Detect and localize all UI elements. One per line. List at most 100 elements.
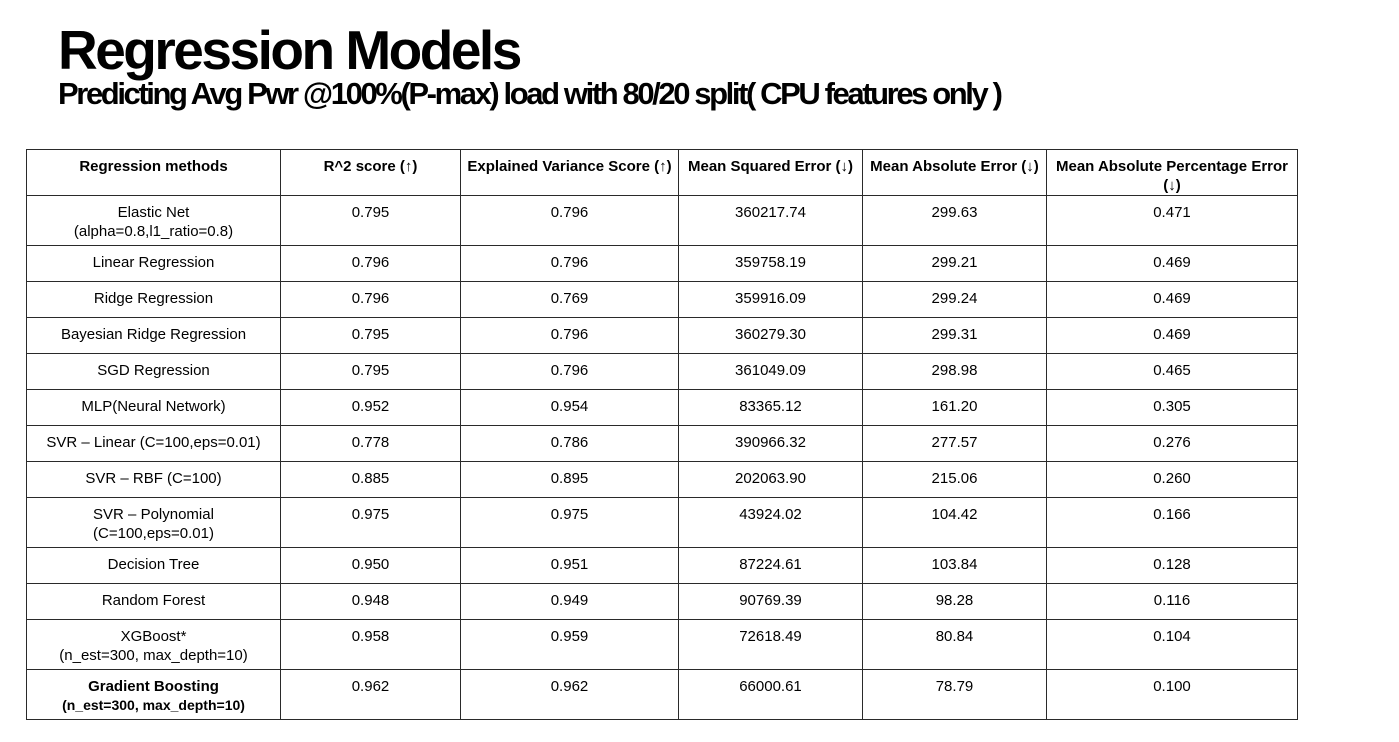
r2-cell: 0.950 xyxy=(280,547,461,584)
method-name: SVR – Polynomial xyxy=(93,506,214,523)
mae-cell: 298.98 xyxy=(862,353,1047,390)
mape-cell: 0.469 xyxy=(1046,245,1298,282)
header-mape: Mean Absolute Percentage Error (↓) xyxy=(1046,149,1298,196)
method-cell: MLP(Neural Network) xyxy=(26,389,281,426)
evs-cell: 0.769 xyxy=(460,281,679,318)
mape-cell: 0.305 xyxy=(1046,389,1298,426)
r2-cell: 0.778 xyxy=(280,425,461,462)
table-row: Linear Regression 0.796 0.796 359758.19 … xyxy=(26,245,1298,282)
table-row: Bayesian Ridge Regression 0.795 0.796 36… xyxy=(26,317,1298,354)
page-title: Regression Models xyxy=(58,19,522,81)
method-cell: Linear Regression xyxy=(26,245,281,282)
method-params: (C=100,eps=0.01) xyxy=(93,525,214,542)
mape-cell: 0.276 xyxy=(1046,425,1298,462)
method-name: Elastic Net xyxy=(117,204,190,221)
evs-cell: 0.962 xyxy=(460,669,679,720)
evs-cell: 0.796 xyxy=(460,353,679,390)
header-r2-score: R^2 score (↑) xyxy=(280,149,461,196)
evs-cell: 0.949 xyxy=(460,583,679,620)
header-mean-squared-error: Mean Squared Error (↓) xyxy=(678,149,863,196)
table-row: SVR – Polynomial (C=100,eps=0.01) 0.975 0… xyxy=(26,497,1298,548)
r2-cell: 0.962 xyxy=(280,669,461,720)
r2-cell: 0.885 xyxy=(280,461,461,498)
r2-cell: 0.795 xyxy=(280,195,461,246)
method-cell: SVR – Polynomial (C=100,eps=0.01) xyxy=(26,497,281,548)
mse-cell: 360217.74 xyxy=(678,195,863,246)
table-row: SVR – RBF (C=100) 0.885 0.895 202063.90 … xyxy=(26,461,1298,498)
mse-cell: 359758.19 xyxy=(678,245,863,282)
method-cell: SVR – RBF (C=100) xyxy=(26,461,281,498)
header-mean-absolute-error: Mean Absolute Error (↓) xyxy=(862,149,1047,196)
table-row: XGBoost* (n_est=300, max_depth=10) 0.958 … xyxy=(26,619,1298,670)
header-regression-methods: Regression methods xyxy=(26,149,281,196)
mse-cell: 360279.30 xyxy=(678,317,863,354)
method-cell: XGBoost* (n_est=300, max_depth=10) xyxy=(26,619,281,670)
mape-cell: 0.166 xyxy=(1046,497,1298,548)
mae-cell: 299.21 xyxy=(862,245,1047,282)
mape-cell: 0.128 xyxy=(1046,547,1298,584)
table-row: Gradient Boosting (n_est=300, max_depth=1… xyxy=(26,669,1298,720)
method-cell: Ridge Regression xyxy=(26,281,281,318)
table-row: Decision Tree 0.950 0.951 87224.61 103.8… xyxy=(26,547,1298,584)
evs-cell: 0.975 xyxy=(460,497,679,548)
evs-cell: 0.951 xyxy=(460,547,679,584)
method-cell: Decision Tree xyxy=(26,547,281,584)
mae-cell: 215.06 xyxy=(862,461,1047,498)
mse-cell: 390966.32 xyxy=(678,425,863,462)
table-header-row: Regression methods R^2 score (↑) Explain… xyxy=(26,149,1298,196)
mae-cell: 98.28 xyxy=(862,583,1047,620)
mse-cell: 202063.90 xyxy=(678,461,863,498)
r2-cell: 0.948 xyxy=(280,583,461,620)
r2-cell: 0.796 xyxy=(280,245,461,282)
table-row: Elastic Net (alpha=0.8,l1_ratio=0.8) 0.79… xyxy=(26,195,1298,246)
r2-cell: 0.952 xyxy=(280,389,461,426)
table-row: Random Forest 0.948 0.949 90769.39 98.28… xyxy=(26,583,1298,620)
method-params: (n_est=300, max_depth=10) xyxy=(62,697,245,713)
mse-cell: 83365.12 xyxy=(678,389,863,426)
mse-cell: 66000.61 xyxy=(678,669,863,720)
mae-cell: 80.84 xyxy=(862,619,1047,670)
evs-cell: 0.786 xyxy=(460,425,679,462)
method-params: (alpha=0.8,l1_ratio=0.8) xyxy=(73,223,234,240)
header-explained-variance: Explained Variance Score (↑) xyxy=(460,149,679,196)
method-name: Gradient Boosting xyxy=(88,678,219,695)
r2-cell: 0.795 xyxy=(280,317,461,354)
mape-cell: 0.469 xyxy=(1046,317,1298,354)
mae-cell: 277.57 xyxy=(862,425,1047,462)
evs-cell: 0.954 xyxy=(460,389,679,426)
r2-cell: 0.958 xyxy=(280,619,461,670)
evs-cell: 0.796 xyxy=(460,245,679,282)
method-name: XGBoost* xyxy=(120,628,187,645)
mse-cell: 43924.02 xyxy=(678,497,863,548)
results-table: Regression methods R^2 score (↑) Explain… xyxy=(26,149,1298,720)
mape-cell: 0.465 xyxy=(1046,353,1298,390)
mae-cell: 103.84 xyxy=(862,547,1047,584)
mape-cell: 0.469 xyxy=(1046,281,1298,318)
page-subtitle: Predicting Avg Pwr @100%(P-max) load wit… xyxy=(58,76,1003,111)
evs-cell: 0.796 xyxy=(460,195,679,246)
method-cell: Random Forest xyxy=(26,583,281,620)
table-row: SVR – Linear (C=100,eps=0.01) 0.778 0.78… xyxy=(26,425,1298,462)
evs-cell: 0.959 xyxy=(460,619,679,670)
method-params: (n_est=300, max_depth=10) xyxy=(59,647,248,664)
table-row: MLP(Neural Network) 0.952 0.954 83365.12… xyxy=(26,389,1298,426)
mae-cell: 78.79 xyxy=(862,669,1047,720)
method-cell: Gradient Boosting (n_est=300, max_depth=1… xyxy=(26,669,281,720)
mse-cell: 359916.09 xyxy=(678,281,863,318)
mae-cell: 299.24 xyxy=(862,281,1047,318)
evs-cell: 0.796 xyxy=(460,317,679,354)
mse-cell: 87224.61 xyxy=(678,547,863,584)
mse-cell: 90769.39 xyxy=(678,583,863,620)
method-cell: SVR – Linear (C=100,eps=0.01) xyxy=(26,425,281,462)
r2-cell: 0.796 xyxy=(280,281,461,318)
method-cell: Bayesian Ridge Regression xyxy=(26,317,281,354)
mse-cell: 72618.49 xyxy=(678,619,863,670)
r2-cell: 0.975 xyxy=(280,497,461,548)
mape-cell: 0.104 xyxy=(1046,619,1298,670)
mape-cell: 0.100 xyxy=(1046,669,1298,720)
r2-cell: 0.795 xyxy=(280,353,461,390)
mape-cell: 0.116 xyxy=(1046,583,1298,620)
mae-cell: 104.42 xyxy=(862,497,1047,548)
mae-cell: 161.20 xyxy=(862,389,1047,426)
mape-cell: 0.260 xyxy=(1046,461,1298,498)
